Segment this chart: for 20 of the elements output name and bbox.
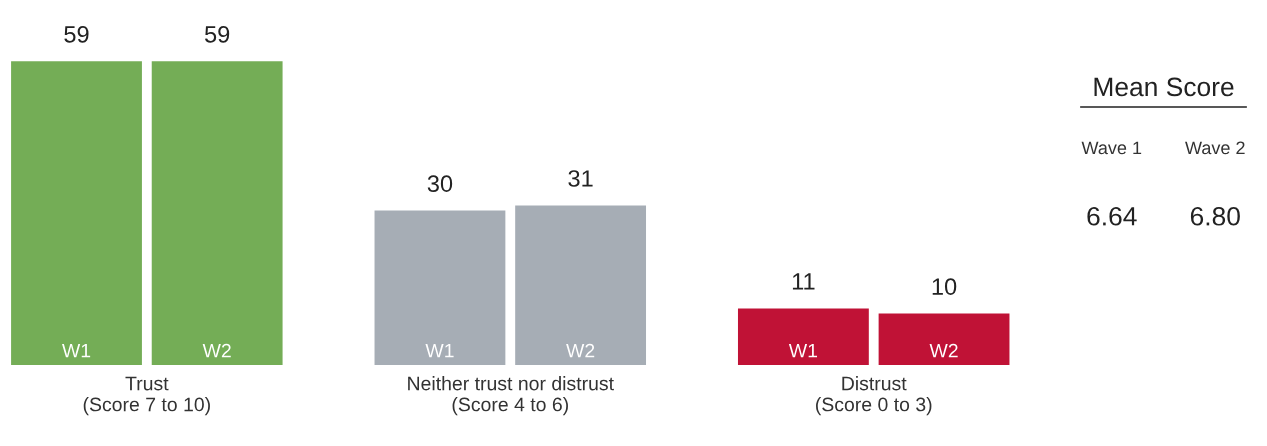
x-tick-label: Neither trust nor distrust (Score 4 to 6) bbox=[408, 376, 614, 416]
text: Mean Score bbox=[1094, 77, 1234, 97]
text: 6.64 bbox=[1087, 206, 1137, 226]
data-label: 59 bbox=[64, 25, 89, 43]
series-label: W2 bbox=[202, 343, 231, 358]
data-label: 31 bbox=[568, 170, 593, 187]
text: 6.80 bbox=[1190, 206, 1240, 226]
data-label: 11 bbox=[792, 273, 815, 290]
text: W1 bbox=[425, 343, 454, 358]
text: W2 bbox=[929, 343, 958, 358]
data-label: 30 bbox=[427, 175, 453, 193]
category-label: Wave 1 bbox=[1081, 141, 1142, 155]
text: W1 bbox=[788, 343, 818, 358]
data-label: 10 bbox=[932, 278, 957, 295]
category-label: Wave 2 bbox=[1185, 141, 1245, 155]
x-tick-label: Distrust (Score 0 to 3) bbox=[816, 376, 932, 416]
data-label: 59 bbox=[204, 25, 230, 43]
x-tick-label: Trust (Score 7 to 10) bbox=[83, 376, 210, 416]
text: W2 bbox=[566, 343, 595, 358]
series-label: W1 bbox=[62, 343, 91, 358]
